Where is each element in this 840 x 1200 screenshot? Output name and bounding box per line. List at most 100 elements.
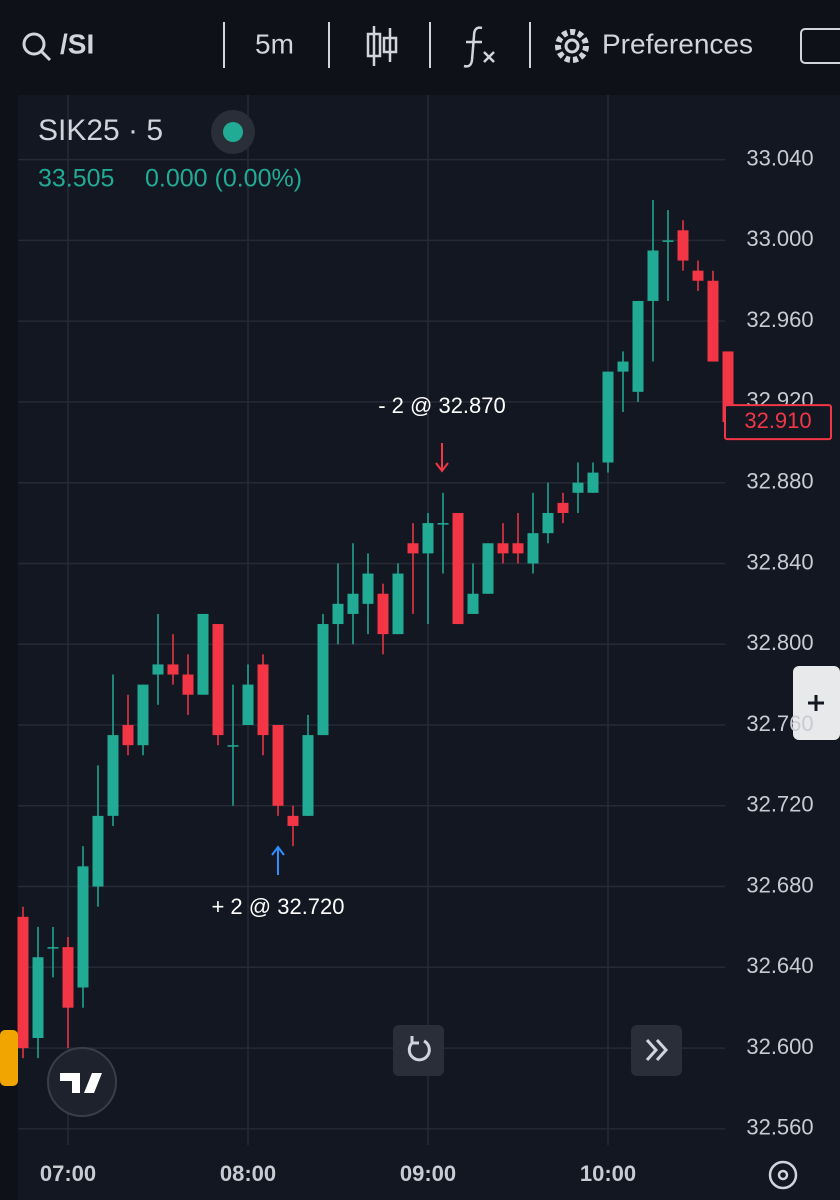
- side-strip: [0, 95, 18, 1200]
- candle-body: [92, 815, 104, 887]
- buy-annotation: + 2 @ 32.720: [211, 894, 344, 919]
- candle-body: [17, 916, 29, 1049]
- candle-body: [422, 523, 434, 554]
- candle-body: [512, 543, 524, 554]
- candle-body: [347, 593, 359, 614]
- y-tick-label: 32.720: [746, 792, 813, 817]
- reset-button[interactable]: [393, 1025, 444, 1076]
- candle-body: [452, 512, 464, 625]
- candle-body: [377, 593, 389, 635]
- y-tick-label: 32.800: [746, 630, 813, 655]
- candle-body: [497, 543, 509, 554]
- y-tick-label: 33.000: [746, 226, 813, 251]
- candle-body: [392, 573, 404, 635]
- x-tick-label: 10:00: [580, 1161, 636, 1186]
- candle-body: [527, 533, 539, 564]
- y-tick-label: 32.840: [746, 549, 813, 574]
- candle-body: [617, 361, 629, 372]
- sell-annotation: - 2 @ 32.870: [378, 393, 506, 418]
- candle-body: [692, 270, 704, 281]
- buy-arrow: [271, 845, 285, 875]
- logo-button[interactable]: [47, 1047, 117, 1117]
- zoom-icon: [808, 695, 824, 711]
- symbol: /SI: [60, 28, 94, 59]
- legend-last: 33.505: [38, 165, 114, 193]
- candle-body: [212, 624, 224, 736]
- last-price-label: 32.910: [744, 408, 811, 433]
- candle-body: [287, 815, 299, 826]
- y-tick-label: 32.960: [746, 307, 813, 332]
- y-tick-label: 32.560: [746, 1115, 813, 1140]
- fx-icon: [483, 51, 495, 63]
- interval-button[interactable]: 5m: [255, 28, 294, 59]
- candle-body: [182, 674, 194, 695]
- candle-body: [227, 745, 239, 747]
- chart-type-button[interactable]: [366, 26, 398, 66]
- indicators-button[interactable]: [463, 26, 495, 68]
- settings-icon[interactable]: [768, 1160, 798, 1190]
- candle-body: [77, 866, 89, 988]
- x-tick-label: 09:00: [400, 1161, 456, 1186]
- settings-icon-center: [777, 1169, 789, 1181]
- gear-icon: [555, 29, 589, 63]
- legend-symbol: SIK25 · 5: [38, 114, 163, 147]
- candle-body: [407, 543, 419, 554]
- y-tick-label: 33.040: [746, 145, 813, 170]
- scroll-icon: [645, 1038, 669, 1062]
- candle-body: [47, 947, 59, 949]
- candle-body: [332, 603, 344, 625]
- candle-body: [272, 725, 284, 806]
- candle-body: [467, 593, 479, 614]
- preferences-label: Preferences: [602, 28, 753, 59]
- candle-body: [482, 543, 494, 594]
- toolbar: [0, 0, 840, 95]
- y-tick-label: 32.640: [746, 953, 813, 978]
- side-panel-toggle[interactable]: [0, 1030, 18, 1086]
- logo: [60, 1073, 102, 1093]
- candle-body: [647, 250, 659, 301]
- gear-icon: [564, 38, 580, 54]
- x-tick-label: 08:00: [220, 1161, 276, 1186]
- candle-body: [167, 664, 179, 675]
- fx-icon: [463, 26, 483, 68]
- x-tick-label: 07:00: [40, 1161, 96, 1186]
- candle-body: [137, 684, 149, 746]
- search-button[interactable]: /SI: [22, 28, 94, 62]
- candle-body: [542, 512, 554, 534]
- candle-body: [257, 664, 269, 736]
- candle-body: [677, 230, 689, 261]
- candle-body: [557, 502, 569, 513]
- y-tick-label: 32.600: [746, 1034, 813, 1059]
- candle-body: [602, 371, 614, 463]
- candle-body: [107, 735, 119, 816]
- candle-body: [302, 735, 314, 816]
- status-dot: [223, 122, 243, 142]
- y-tick-label: 32.880: [746, 469, 813, 494]
- reset-icon: [407, 1036, 431, 1062]
- candle-body: [242, 684, 254, 725]
- candle-body: [197, 613, 209, 695]
- candles: [17, 200, 734, 1059]
- candle-body: [587, 472, 599, 493]
- candle-body: [437, 523, 449, 525]
- y-tick-label: 32.680: [746, 872, 813, 897]
- last-price-tag: [724, 404, 832, 441]
- candle-body: [722, 351, 734, 423]
- candle-body: [62, 947, 74, 1008]
- legend-change: 0.000 (0.00%): [145, 165, 302, 193]
- icon-part: [382, 36, 398, 54]
- candle-body: [122, 725, 134, 746]
- search-icon: [22, 32, 46, 56]
- candle-body: [572, 482, 584, 493]
- candle-body: [662, 240, 674, 242]
- candle-body: [632, 300, 644, 392]
- fullscreen-button[interactable]: [800, 28, 840, 64]
- candle-body: [362, 573, 374, 604]
- icon-part: [366, 32, 382, 58]
- preferences-button[interactable]: Preferences: [555, 28, 753, 63]
- search-icon-handle: [39, 49, 52, 62]
- grid: [18, 95, 725, 1145]
- sell-arrow: [435, 443, 449, 473]
